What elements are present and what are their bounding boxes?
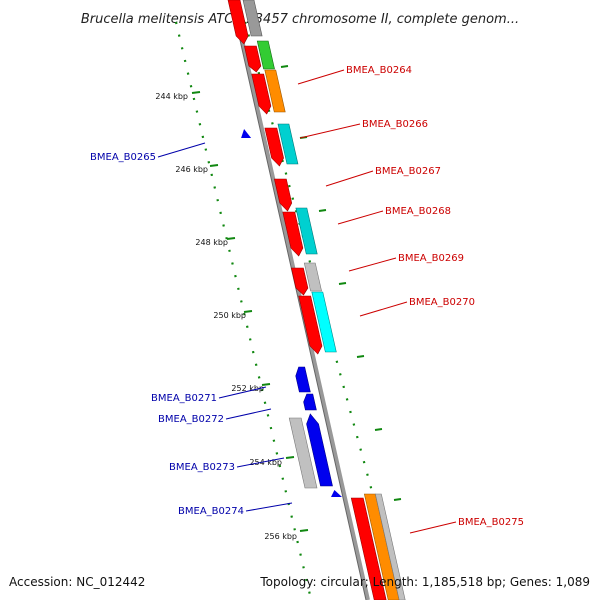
tick-244 — [191, 91, 201, 94]
gene-label-b0273[interactable]: BMEA_B0273 — [169, 462, 235, 473]
gene-label-b0269[interactable]: BMEA_B0269 — [398, 253, 464, 264]
tick-label-252: 252 kbp — [231, 384, 264, 393]
gene-top-red[interactable] — [227, 0, 250, 45]
gene-b0269-grey[interactable] — [303, 262, 322, 292]
gene-b0264-red[interactable] — [251, 73, 273, 115]
gene-b0267[interactable] — [273, 178, 293, 212]
tick-label-256: 256 kbp — [264, 532, 297, 541]
gene-b0273-grey[interactable] — [288, 417, 318, 489]
tick-label-248: 248 kbp — [195, 238, 228, 247]
tick-label-246: 246 kbp — [175, 165, 208, 174]
tick-label-250: 250 kbp — [213, 311, 246, 320]
leader-lines — [157, 69, 457, 534]
gene-label-b0264[interactable]: BMEA_B0264 — [346, 65, 412, 76]
gene-b0265[interactable] — [239, 129, 252, 138]
gene-b0275-grey[interactable] — [374, 493, 406, 600]
gene-b0268-cyan[interactable] — [295, 207, 318, 255]
gene-b0264-orange[interactable] — [264, 69, 286, 113]
gene-label-b0274[interactable]: BMEA_B0274 — [178, 506, 244, 517]
tick-250 — [243, 310, 253, 313]
gene-label-b0268[interactable]: BMEA_B0268 — [385, 206, 451, 217]
gene-labels: BMEA_B0264 BMEA_B0265 BMEA_B0266 BMEA_B0… — [90, 65, 524, 528]
gene-label-b0271[interactable]: BMEA_B0271 — [151, 393, 217, 404]
tick-label-254: 254 kbp — [249, 458, 282, 467]
gene-b0274[interactable] — [329, 490, 343, 497]
gene-b0268-red[interactable] — [282, 211, 305, 257]
tick-248 — [226, 237, 236, 240]
tick-label-244: 244 kbp — [155, 92, 188, 101]
gene-b0269-red[interactable] — [291, 267, 309, 296]
reverse-track — [239, 129, 343, 497]
gene-b0273-blue[interactable] — [304, 413, 333, 487]
summary-text: Topology: circular; Length: 1,185,518 bp… — [259, 575, 590, 589]
feature-track — [227, 0, 406, 600]
gene-top-grey[interactable] — [242, 0, 263, 37]
backbone-edge — [230, 0, 367, 600]
scale-ticks: 244 kbp 246 kbp 248 kbp 250 kbp 252 kbp … — [155, 91, 309, 541]
tick-246 — [209, 164, 219, 167]
gene-label-b0275[interactable]: BMEA_B0275 — [458, 517, 524, 528]
gene-red-small[interactable] — [243, 45, 262, 73]
tick-252 — [261, 383, 271, 386]
gene-label-b0272[interactable]: BMEA_B0272 — [158, 414, 224, 425]
gene-label-b0266[interactable]: BMEA_B0266 — [362, 119, 428, 130]
gene-label-b0270[interactable]: BMEA_B0270 — [409, 297, 475, 308]
gene-b0270-red[interactable] — [298, 295, 324, 355]
gene-green[interactable] — [256, 40, 275, 70]
tick-254 — [285, 456, 295, 459]
accession-text: Accession: NC_012442 — [9, 575, 145, 589]
gene-b0275-red[interactable] — [350, 497, 387, 600]
gene-b0266-red[interactable] — [264, 127, 286, 167]
gene-b0272[interactable] — [302, 393, 317, 411]
map-title: Brucella melitensis ATCC 23457 chromosom… — [81, 12, 519, 27]
gene-b0266-cyan[interactable] — [277, 123, 299, 165]
gene-label-b0267[interactable]: BMEA_B0267 — [375, 166, 441, 177]
gene-b0271-arrow[interactable] — [294, 366, 311, 393]
gene-b0270-cyan[interactable] — [311, 291, 337, 353]
tick-256 — [299, 529, 309, 532]
gene-label-b0265[interactable]: BMEA_B0265 — [90, 152, 156, 163]
